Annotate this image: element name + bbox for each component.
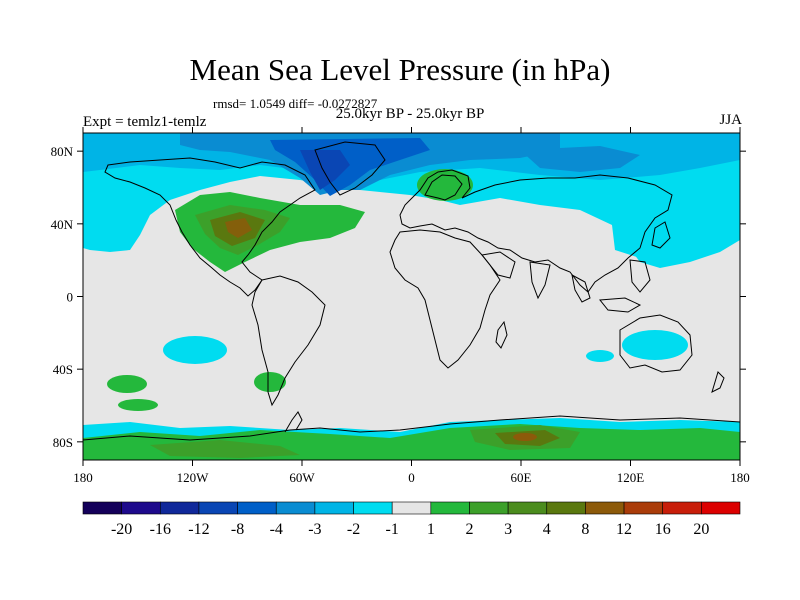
colorbar-swatch — [469, 501, 509, 515]
season-label: JJA — [719, 112, 742, 128]
contour-namerica-8 — [225, 218, 252, 238]
y-tick-label: 40S — [53, 362, 73, 377]
coast-japan — [651, 221, 671, 249]
colorbar-label: -2 — [347, 521, 360, 538]
colorbar-label: 20 — [693, 521, 709, 538]
contour-spacific-green — [107, 375, 147, 393]
x-tick-label: 180 — [730, 470, 750, 485]
colorbar-label: 1 — [427, 521, 435, 538]
colorbar: -20 -16 -12 -8 -4 -3 -2 -1 1 2 3 4 8 12 16 20 — [82, 501, 741, 538]
colorbar-swatch — [198, 501, 238, 515]
colorbar-swatch — [353, 501, 393, 515]
colorbar-label: -1 — [386, 521, 399, 538]
colorbar-label: 8 — [581, 521, 589, 538]
stats-line: rmsd= 1.0549 diff= -0.0272827 — [213, 96, 378, 111]
colorbar-label: 3 — [504, 521, 512, 538]
coast-greenland — [314, 141, 386, 196]
y-tick-label: 0 — [67, 290, 74, 305]
coast-africa — [389, 229, 501, 369]
map-field — [83, 133, 740, 460]
colorbar-swatch — [314, 501, 354, 515]
chart-title: Mean Sea Level Pressure (in hPa) — [189, 52, 611, 87]
contour-siberia-blue — [520, 146, 640, 172]
contour-spacific-cyan — [163, 336, 227, 364]
contour-spacific-green-2 — [118, 399, 158, 411]
colorbar-swatch — [507, 501, 548, 515]
colorbar-label: -20 — [111, 521, 132, 538]
colorbar-swatch — [82, 501, 122, 515]
colorbar-label: 16 — [655, 521, 671, 538]
x-tick-label: 60W — [289, 470, 315, 485]
coast-scandinavia — [424, 174, 463, 201]
x-tick-label: 60E — [511, 470, 532, 485]
contour-scandinavia-green — [417, 169, 473, 201]
coast-arabia-india — [481, 251, 551, 300]
contour-southern-3 — [150, 440, 300, 458]
coast-eurasia — [399, 169, 673, 293]
contour-samerica-green — [254, 372, 286, 392]
y-tick-label: 80N — [51, 144, 74, 159]
colorbar-swatch — [237, 501, 277, 515]
colorbar-swatch — [159, 501, 200, 515]
colorbar-label: 4 — [543, 521, 551, 538]
y-tick-label: 80S — [53, 435, 73, 450]
colorbar-swatch — [662, 501, 702, 515]
x-tick-label: 180 — [73, 470, 93, 485]
contour-arctic-deepest — [300, 150, 350, 190]
contour-indian-cyan-2 — [586, 350, 614, 362]
colorbar-label: -4 — [270, 521, 283, 538]
coast-antarctica — [83, 415, 740, 441]
colorbar-label: -12 — [188, 521, 209, 538]
colorbar-swatch — [275, 501, 316, 515]
contour-southern-8 — [513, 433, 537, 441]
colorbar-label: -3 — [308, 521, 321, 538]
coast-australia — [619, 314, 693, 373]
colorbar-swatch — [391, 501, 432, 515]
colorbar-swatch — [585, 501, 625, 515]
colorbar-swatch — [546, 501, 586, 515]
contour-indian-cyan — [622, 330, 688, 360]
chart-subtitle: 25.0kyr BP - 25.0kyr BP — [335, 106, 485, 122]
coast-antarctic-peninsula — [284, 411, 303, 433]
coast-south-america — [251, 275, 326, 407]
y-tick-label: 40N — [51, 217, 74, 232]
colorbar-swatch — [623, 501, 664, 515]
x-tick-label: 0 — [408, 470, 415, 485]
coast-new-zealand — [711, 371, 725, 393]
x-tick-label: 120E — [617, 470, 645, 485]
experiment-label: Expt = temlz1-temlz — [83, 114, 207, 130]
contour-pacific-cyan — [612, 195, 740, 268]
coastlines — [83, 141, 740, 441]
colorbar-label: -8 — [231, 521, 244, 538]
colorbar-swatch — [121, 501, 161, 515]
colorbar-swatch — [701, 501, 741, 515]
colorbar-label: -16 — [150, 521, 171, 538]
coast-north-america — [104, 157, 316, 297]
y-axis: 80N 40N 0 40S 80S — [51, 144, 746, 450]
colorbar-label: 12 — [616, 521, 632, 538]
coast-madagascar — [495, 320, 508, 349]
x-tick-label: 120W — [177, 470, 210, 485]
coast-se-asia — [571, 259, 651, 313]
colorbar-swatch — [430, 501, 470, 515]
colorbar-label: 2 — [465, 521, 473, 538]
x-axis: 180 120W 60W 0 60E 120E 180 — [73, 127, 750, 485]
